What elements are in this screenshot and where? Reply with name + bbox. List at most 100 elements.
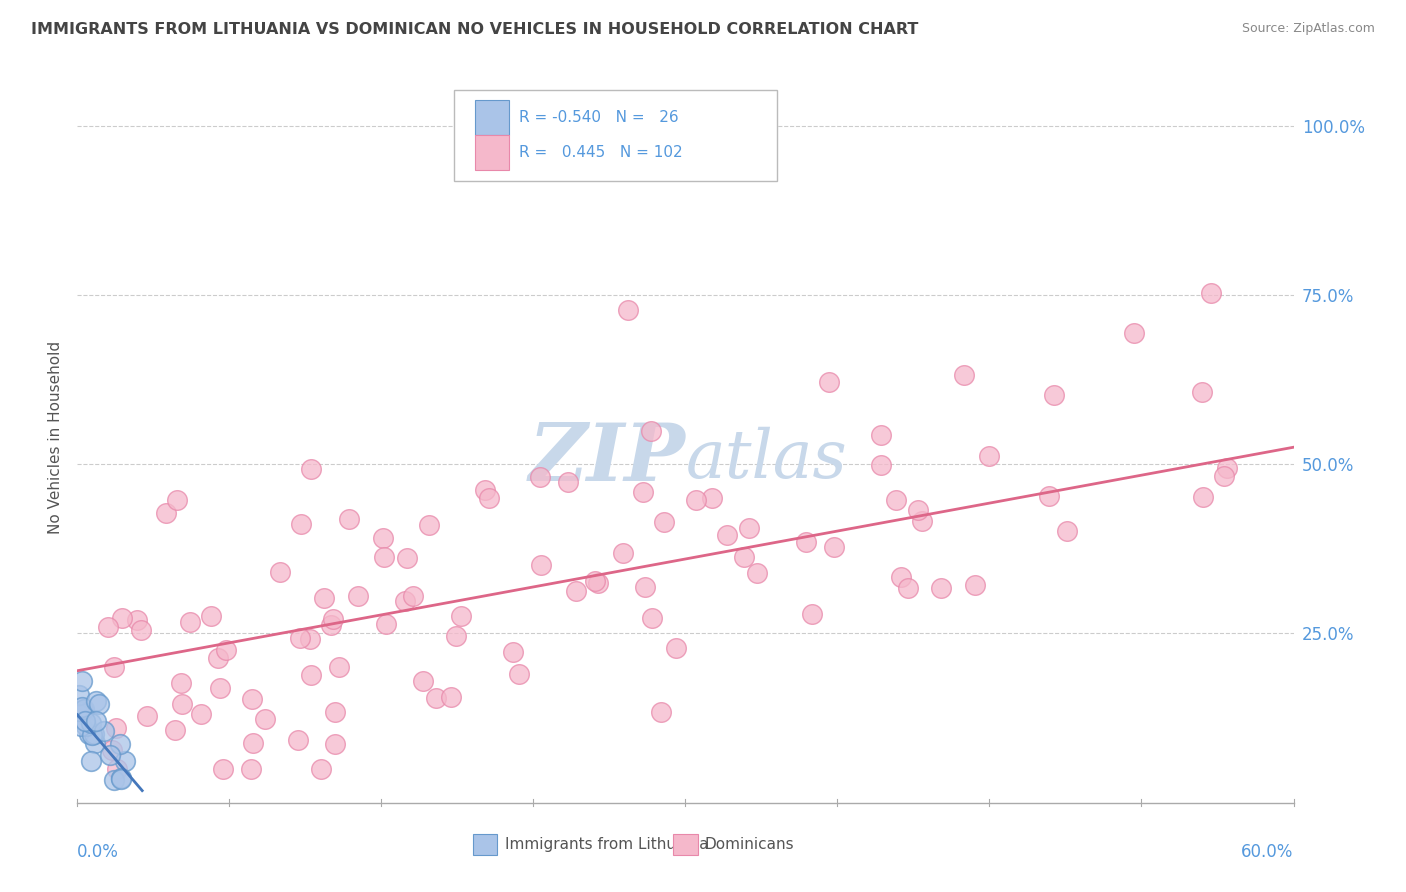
- Point: [650, 705, 672, 719]
- Point: [530, 558, 553, 572]
- Point: [84, 736, 107, 750]
- Point: [450, 609, 472, 624]
- Bar: [475, 100, 509, 135]
- Point: [733, 549, 755, 564]
- Point: [440, 690, 463, 705]
- Point: [685, 493, 707, 508]
- Point: [110, 737, 132, 751]
- Point: [70, 719, 93, 733]
- Point: [394, 594, 416, 608]
- Point: [502, 645, 524, 659]
- Point: [395, 550, 418, 565]
- Point: [1191, 385, 1213, 400]
- Point: [652, 515, 675, 529]
- Point: [207, 651, 229, 665]
- Point: [84, 694, 107, 708]
- Point: [337, 512, 360, 526]
- Point: [870, 428, 893, 442]
- Point: [290, 516, 312, 531]
- Point: [412, 674, 434, 689]
- Point: [110, 771, 132, 785]
- Point: [631, 484, 654, 499]
- Point: [100, 742, 122, 756]
- Point: [323, 737, 346, 751]
- Point: [103, 773, 125, 788]
- Point: [215, 642, 238, 657]
- Point: [269, 565, 291, 579]
- Point: [564, 583, 586, 598]
- Point: [67, 704, 90, 718]
- Point: [240, 762, 263, 776]
- Point: [89, 697, 111, 711]
- Point: [136, 708, 159, 723]
- Point: [1199, 285, 1222, 300]
- Point: [418, 517, 440, 532]
- Point: [103, 660, 125, 674]
- Point: [190, 707, 212, 722]
- Point: [93, 724, 115, 739]
- Point: [911, 515, 934, 529]
- Point: [747, 566, 769, 581]
- Point: [401, 589, 423, 603]
- Point: [298, 632, 321, 646]
- Point: [166, 492, 188, 507]
- Text: R = -0.540   N =   26: R = -0.540 N = 26: [519, 110, 679, 125]
- Point: [155, 506, 177, 520]
- Point: [897, 582, 920, 596]
- Point: [170, 698, 193, 712]
- Point: [557, 475, 579, 489]
- Text: atlas: atlas: [686, 426, 848, 491]
- Point: [127, 614, 149, 628]
- Point: [212, 762, 235, 776]
- Point: [80, 754, 103, 768]
- Point: [1123, 326, 1146, 340]
- Point: [965, 578, 987, 592]
- Point: [114, 754, 136, 768]
- Point: [702, 491, 724, 505]
- Point: [104, 722, 127, 736]
- Point: [478, 491, 501, 506]
- Point: [794, 534, 817, 549]
- Point: [508, 666, 530, 681]
- Point: [347, 589, 370, 603]
- Point: [179, 615, 201, 630]
- Point: [1043, 388, 1066, 402]
- Point: [73, 702, 96, 716]
- Text: 60.0%: 60.0%: [1241, 843, 1294, 861]
- Point: [1192, 490, 1215, 504]
- Point: [70, 673, 93, 688]
- Point: [86, 714, 108, 728]
- Point: [80, 716, 103, 731]
- Point: [738, 521, 761, 535]
- Point: [97, 619, 120, 633]
- Text: Dominicans: Dominicans: [704, 837, 794, 852]
- Point: [301, 668, 323, 682]
- Bar: [475, 135, 509, 170]
- Point: [321, 612, 343, 626]
- Point: [98, 747, 121, 762]
- Point: [73, 705, 96, 719]
- Point: [640, 424, 662, 438]
- Bar: [673, 833, 697, 855]
- Point: [1213, 468, 1236, 483]
- Point: [800, 607, 823, 621]
- Point: [309, 762, 332, 776]
- Point: [641, 611, 664, 625]
- Point: [373, 549, 395, 564]
- Point: [446, 629, 468, 643]
- Point: [1038, 490, 1060, 504]
- Point: [665, 641, 688, 656]
- Point: [529, 470, 551, 484]
- Point: [890, 570, 912, 584]
- Text: IMMIGRANTS FROM LITHUANIA VS DOMINICAN NO VEHICLES IN HOUSEHOLD CORRELATION CHAR: IMMIGRANTS FROM LITHUANIA VS DOMINICAN N…: [31, 22, 918, 37]
- Point: [716, 527, 738, 541]
- Text: Source: ZipAtlas.com: Source: ZipAtlas.com: [1241, 22, 1375, 36]
- Point: [907, 503, 929, 517]
- Point: [242, 692, 264, 706]
- Point: [823, 540, 845, 554]
- Point: [952, 368, 974, 382]
- Point: [818, 375, 841, 389]
- Point: [165, 723, 187, 737]
- Point: [323, 706, 346, 720]
- Point: [75, 719, 97, 733]
